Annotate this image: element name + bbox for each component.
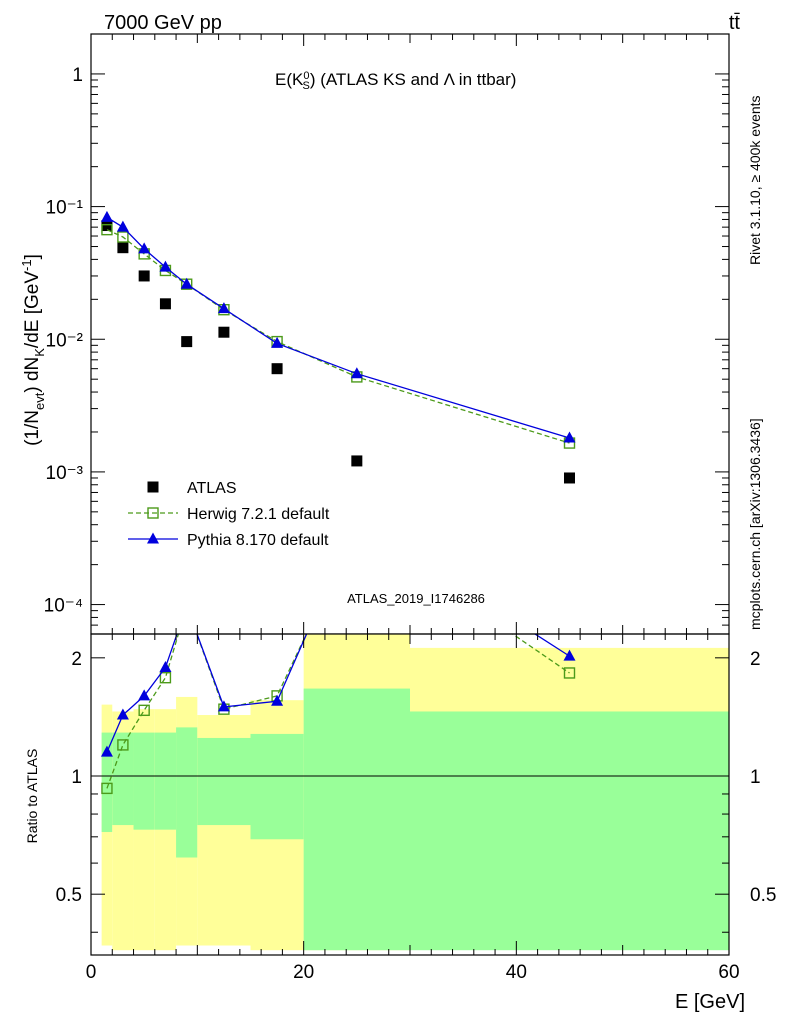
ratio-y-tick-label: 0.5 (56, 885, 82, 906)
data-point-pythia-8-170-default (180, 277, 193, 289)
legend-label-herwig-7-2-1-default: Herwig 7.2.1 default (187, 506, 330, 523)
data-point-atlas (218, 326, 230, 338)
watermark: ATLAS_2019_I1746286 (347, 591, 485, 606)
title-text: E(K0 S) (ATLAS KS and Λ in ttbar) (275, 70, 516, 92)
data-point-pythia-8-170-default (100, 210, 113, 222)
ratio-point-herwig-7-2-1-default (117, 739, 129, 751)
ratio-y-tick-label-right: 1 (750, 767, 761, 788)
uncertainty-band-inner (101, 732, 113, 833)
legend-marker-herwig-7-2-1-default (147, 507, 159, 519)
data-point-pythia-8-170-default (116, 220, 129, 232)
ratio-plot: 0 20 40 60 0.5 0.5 1 1 2 2 Ratio to ATLAS E [GeV] (24, 513, 776, 1013)
data-point-atlas (181, 336, 193, 348)
data-point-atlas (138, 270, 150, 282)
uncertainty-band-inner (197, 737, 251, 826)
y-tick-label: 1 (72, 65, 83, 86)
ratio-point-herwig-7-2-1-default (138, 704, 150, 717)
data-point-atlas (159, 298, 171, 310)
ratio-point-pythia-8-170-default (116, 708, 129, 720)
data-point-atlas (564, 472, 575, 484)
legend: ATLAS Herwig 7.2.1 default Pythia 8.170 de… (128, 480, 330, 549)
main-plot: 10⁻⁴ 10⁻³ 10⁻² 10⁻¹ 1 E(K0 S) (ATLAS KS and Λ… (19, 33, 730, 635)
ratio-point-herwig-7-2-1-default (101, 782, 113, 795)
ratio-point-herwig-7-2-1-default (182, 601, 192, 611)
ratio-point-pythia-8-170-default (181, 600, 193, 611)
series-line-herwig-7-2-1-default (106, 229, 570, 444)
data-point-pythia-8-170-default (350, 367, 363, 379)
ratio-point-herwig-7-2-1-default (159, 671, 172, 684)
uncertainty-band-inner (112, 732, 134, 826)
uncertainty-band-inner (133, 732, 155, 830)
y-tick-label: 10⁻³ (46, 463, 84, 484)
data-point-atlas (101, 220, 113, 232)
y-tick-label: 10⁻¹ (46, 198, 84, 219)
ratio-bands (91, 634, 729, 951)
header-left: 7000 GeV pp (104, 12, 222, 34)
ratio-point-pythia-8-170-default (271, 694, 284, 706)
data-point-pythia-8-170-default (271, 336, 284, 348)
ratio-line-herwig-7-2-1-default (106, 634, 570, 789)
legend-marker-pythia-8-170-default (147, 532, 159, 544)
ratio-point-pythia-8-170-default (138, 689, 151, 701)
ratio-plot-marks (100, 513, 576, 795)
ratio-point-pythia-8-170-default (351, 513, 363, 524)
ratio-point-pythia-8-170-default (217, 700, 230, 712)
data-point-atlas (271, 363, 283, 375)
uncertainty-band-inner (176, 727, 198, 858)
main-plot-title: E(K0 S) (ATLAS KS and Λ in ttbar) (275, 70, 516, 92)
ratio-y-tick-label-right: 2 (750, 649, 761, 670)
x-tick-label: 60 (718, 962, 739, 983)
series-line-pythia-8-170-default (106, 216, 570, 439)
data-point-atlas (117, 242, 129, 254)
ratio-plot-axes: 0 20 40 60 0.5 0.5 1 1 2 2 (56, 633, 776, 983)
uncertainty-band-inner (410, 711, 729, 951)
mcplots-label: mcplots.cern.ch [arXiv:1306.3436] (747, 418, 763, 630)
ratio-point-herwig-7-2-1-default (352, 522, 362, 532)
y-axis-label: (1/Nevt) dNK/dE [GeV-1] (19, 254, 47, 446)
ratio-y-tick-label-right: 0.5 (750, 885, 776, 906)
data-point-atlas (351, 455, 363, 467)
data-point-pythia-8-170-default (138, 242, 151, 254)
legend-label-pythia-8-170-default: Pythia 8.170 default (187, 532, 329, 549)
ratio-point-pythia-8-170-default (100, 745, 113, 757)
ratio-y-tick-label: 1 (71, 767, 82, 788)
header-right: tt̄ (729, 12, 741, 34)
data-point-pythia-8-170-default (563, 431, 576, 443)
y-tick-label: 10⁻² (46, 330, 84, 351)
y-tick-label: 10⁻⁴ (44, 596, 83, 617)
ratio-y-tick-label: 2 (71, 649, 82, 670)
ratio-line-pythia-8-170-default (106, 634, 570, 753)
x-axis-label: E [GeV] (675, 991, 745, 1013)
uncertainty-band-inner (154, 732, 177, 830)
ratio-point-pythia-8-170-default (563, 649, 576, 661)
legend-label-atlas: ATLAS (187, 480, 237, 497)
data-point-herwig-7-2-1-default (117, 231, 129, 243)
uncertainty-band-inner (303, 688, 410, 951)
data-point-pythia-8-170-default (217, 302, 230, 314)
main-plot-axes: 10⁻⁴ 10⁻³ 10⁻² 10⁻¹ 1 (44, 33, 730, 635)
rivet-label: Rivet 3.1.10, ≥ 400k events (747, 95, 763, 265)
data-point-herwig-7-2-1-default (101, 223, 113, 236)
data-point-pythia-8-170-default (159, 260, 172, 272)
legend-marker-atlas (147, 481, 159, 493)
ratio-y-label: Ratio to ATLAS (24, 749, 40, 844)
x-tick-label: 0 (86, 962, 97, 983)
x-tick-label: 40 (506, 962, 527, 983)
x-tick-label: 20 (293, 962, 314, 983)
uncertainty-band-inner (250, 733, 304, 840)
main-plot-marks (100, 210, 576, 484)
ratio-point-pythia-8-170-default (159, 660, 172, 672)
ratio-point-herwig-7-2-1-default (563, 667, 576, 679)
